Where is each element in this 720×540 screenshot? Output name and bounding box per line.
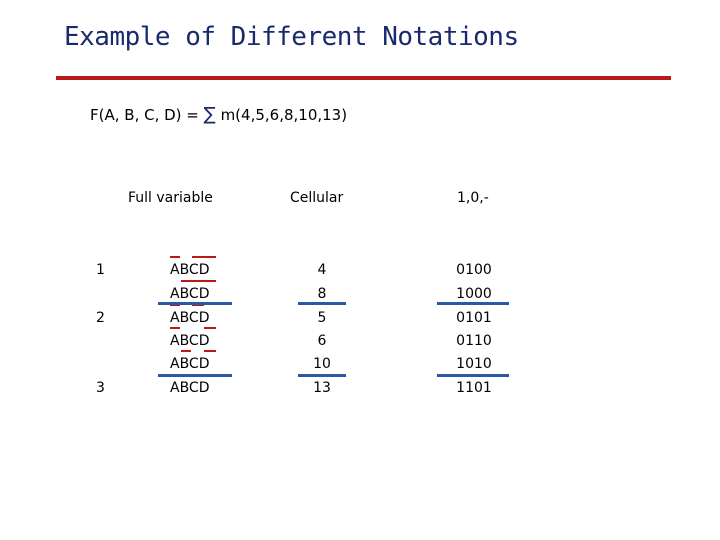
- group-separator: [437, 302, 509, 305]
- header-binary: 1,0,-: [457, 190, 489, 206]
- slide-title: Example of Different Notations: [64, 22, 519, 52]
- complement-bar: [192, 256, 216, 258]
- minterm-full-variable: ABCD: [170, 333, 210, 349]
- complement-bar: [181, 280, 216, 282]
- group-number-2: 2: [96, 310, 105, 326]
- group-separator: [158, 374, 232, 377]
- minterm-cell-number: 4: [317, 262, 327, 278]
- minterm-binary: 0100: [456, 262, 492, 278]
- group-number-3: 3: [96, 380, 105, 396]
- minterm-binary: 0110: [456, 333, 492, 349]
- function-rhs: m(4,5,6,8,10,13): [220, 106, 348, 124]
- complement-bar: [181, 350, 191, 352]
- minterm-full-variable: ABCD: [170, 310, 210, 326]
- group-number-1: 1: [96, 262, 105, 278]
- complement-bar: [170, 327, 180, 329]
- minterm-cell-number: 8: [317, 286, 327, 302]
- minterm-binary: 1010: [456, 356, 492, 372]
- complement-bar: [204, 327, 216, 329]
- complement-bar: [192, 304, 204, 306]
- minterm-binary: 1000: [456, 286, 492, 302]
- complement-bar: [170, 304, 180, 306]
- group-separator: [298, 374, 346, 377]
- function-expression: F(A, B, C, D) = ∑ m(4,5,6,8,10,13): [90, 104, 347, 125]
- minterm-binary: 1101: [456, 380, 492, 396]
- complement-bar: [204, 350, 216, 352]
- minterm-binary: 0101: [456, 310, 492, 326]
- minterm-full-variable: ABCD: [170, 380, 210, 396]
- complement-bar: [170, 256, 180, 258]
- header-cellular: Cellular: [290, 190, 344, 206]
- title-underline: [56, 76, 671, 80]
- minterm-full-variable: ABCD: [170, 262, 210, 278]
- group-separator: [437, 374, 509, 377]
- sum-symbol: ∑: [203, 104, 216, 125]
- group-separator: [158, 302, 232, 305]
- minterm-cell-number: 13: [313, 380, 331, 396]
- minterm-cell-number: 5: [317, 310, 327, 326]
- minterm-full-variable: ABCD: [170, 286, 210, 302]
- group-separator: [298, 302, 346, 305]
- function-lhs: F(A, B, C, D) =: [90, 106, 199, 124]
- minterm-cell-number: 10: [313, 356, 331, 372]
- header-full-variable: Full variable: [128, 190, 213, 206]
- minterm-full-variable: ABCD: [170, 356, 210, 372]
- minterm-cell-number: 6: [317, 333, 327, 349]
